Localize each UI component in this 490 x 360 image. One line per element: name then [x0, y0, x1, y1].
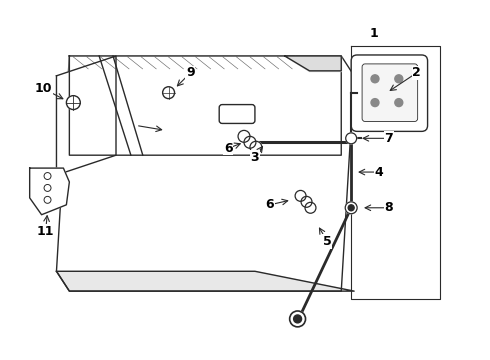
Circle shape: [290, 311, 306, 327]
FancyBboxPatch shape: [362, 64, 417, 121]
Circle shape: [301, 196, 312, 207]
Text: 4: 4: [374, 166, 383, 179]
Circle shape: [371, 75, 379, 83]
Circle shape: [371, 99, 379, 107]
Circle shape: [163, 87, 174, 99]
Polygon shape: [56, 271, 354, 291]
Text: 1: 1: [369, 27, 378, 40]
Text: 6: 6: [224, 142, 232, 155]
Polygon shape: [56, 56, 354, 291]
Circle shape: [66, 96, 80, 109]
Text: 2: 2: [412, 66, 421, 79]
Circle shape: [346, 133, 357, 144]
Text: 8: 8: [385, 201, 393, 214]
Circle shape: [44, 172, 51, 180]
Polygon shape: [70, 56, 341, 155]
Circle shape: [244, 136, 256, 148]
Circle shape: [348, 205, 354, 211]
Circle shape: [345, 202, 357, 214]
Circle shape: [294, 315, 301, 323]
Circle shape: [238, 130, 250, 142]
FancyBboxPatch shape: [351, 55, 428, 131]
Polygon shape: [56, 56, 116, 175]
FancyBboxPatch shape: [219, 105, 255, 123]
Circle shape: [250, 141, 262, 153]
Text: 3: 3: [250, 151, 259, 164]
Polygon shape: [30, 168, 70, 215]
Text: 7: 7: [385, 132, 393, 145]
Circle shape: [395, 75, 403, 83]
Text: 10: 10: [35, 82, 52, 95]
Circle shape: [305, 202, 316, 213]
Circle shape: [44, 184, 51, 192]
Text: 9: 9: [186, 66, 195, 79]
Text: 11: 11: [37, 225, 54, 238]
Circle shape: [395, 99, 403, 107]
Circle shape: [44, 196, 51, 203]
Text: 6: 6: [266, 198, 274, 211]
Polygon shape: [285, 56, 341, 71]
Text: 5: 5: [323, 235, 332, 248]
Circle shape: [295, 190, 306, 201]
